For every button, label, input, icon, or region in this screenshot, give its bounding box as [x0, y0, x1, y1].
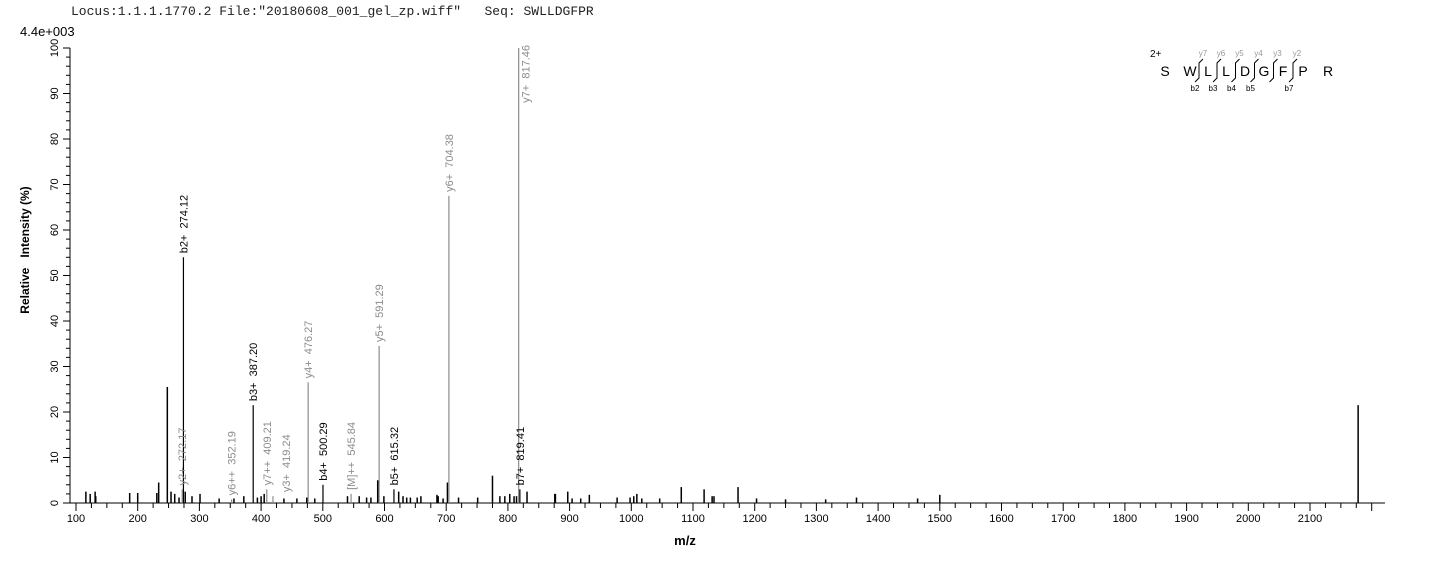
- x-tick-label: 1800: [1113, 513, 1137, 525]
- y-tick-label: 100: [49, 39, 61, 57]
- spectrum-header: Locus:1.1.1.1770.2 File:"20180608_001_ge…: [71, 4, 594, 19]
- b-ion-label: b2: [1191, 84, 1200, 93]
- x-tick-label: 1200: [742, 513, 766, 525]
- sequence-label: Seq: SWLLDGFPR: [484, 4, 594, 19]
- cleavage-mark: [1269, 58, 1278, 83]
- y-ion-label: y5: [1235, 49, 1244, 58]
- peak-label: y7+ 817.46: [521, 45, 533, 103]
- axes: 0 10 20 30 40 50 60 70 80 90 100 100 200 300 400 500 600…: [49, 39, 1385, 525]
- x-tick-label: 1500: [928, 513, 952, 525]
- x-tick-label: 1700: [1051, 513, 1075, 525]
- b-ion-label: b7: [1285, 84, 1294, 93]
- x-tick-label: 100: [67, 513, 85, 525]
- peak-labels: y2+ 272.17 b2+ 274.12 y6++ 352.19 b3+ 387.2…: [177, 45, 532, 495]
- peak-label: b4+ 500.29: [318, 422, 330, 480]
- b-ion-label: b3: [1209, 84, 1218, 93]
- peak-label: y2+ 272.17: [177, 428, 189, 486]
- residue: L: [1222, 63, 1230, 79]
- residue: R: [1323, 63, 1333, 79]
- peak-label: y7++ 409.21: [262, 421, 274, 485]
- residue: L: [1204, 63, 1212, 79]
- y-ion-label: y6: [1217, 49, 1226, 58]
- peak-label: y3+ 419.24: [281, 434, 293, 492]
- y-tick-label: 20: [49, 406, 61, 418]
- residue: S: [1160, 63, 1169, 79]
- residue: P: [1298, 63, 1307, 79]
- peak-label: y4+ 476.27: [303, 321, 315, 379]
- cleavage-mark: [1288, 58, 1298, 83]
- y-tick-label: 50: [49, 269, 61, 281]
- x-tick-label: 1300: [804, 513, 828, 525]
- peak-label: b2+ 274.12: [178, 195, 190, 253]
- peak-label: [M]++ 545.84: [346, 422, 358, 490]
- x-tick-label: 2000: [1236, 513, 1260, 525]
- cleavage-mark: [1212, 58, 1222, 83]
- cleavage-mark: [1194, 58, 1204, 83]
- y-ion-label: y3: [1273, 49, 1282, 58]
- x-axis-title: m/z: [674, 533, 696, 548]
- peak-label: b5+ 615.32: [389, 427, 401, 485]
- y-tick-label: 30: [49, 360, 61, 372]
- peak-label: y6++ 352.19: [227, 431, 239, 495]
- x-tick-label: 500: [314, 513, 332, 525]
- peak-label: y6+ 704.38: [444, 134, 456, 192]
- b-ion-label: b5: [1246, 84, 1255, 93]
- max-intensity-label: 4.4e+003: [20, 24, 75, 39]
- residue: G: [1259, 63, 1270, 79]
- y-axis-title: Relative Intensity (%): [18, 186, 32, 313]
- x-tick-label: 600: [375, 513, 393, 525]
- peaks: [85, 48, 1359, 503]
- y-tick-label: 60: [49, 224, 61, 236]
- x-tick-label: 1900: [1174, 513, 1198, 525]
- residue: F: [1279, 63, 1288, 79]
- file-label: File:"20180608_001_gel_zp.wiff": [219, 4, 462, 19]
- x-tick-label: 200: [129, 513, 147, 525]
- x-tick-label: 800: [499, 513, 517, 525]
- peak-label: y5+ 591.29: [374, 284, 386, 342]
- y-tick-label: 80: [49, 133, 61, 145]
- cleavage-mark: [1231, 58, 1240, 83]
- charge-label: 2+: [1150, 49, 1162, 60]
- y-tick-label: 70: [49, 178, 61, 190]
- cleavage-mark: [1250, 58, 1259, 83]
- y-ion-label: y2: [1293, 49, 1302, 58]
- residue: W: [1183, 63, 1197, 79]
- x-tick-label: 1100: [681, 513, 705, 525]
- x-tick-label: 2100: [1298, 513, 1322, 525]
- x-tick-label: 700: [437, 513, 455, 525]
- x-tick-label: 1400: [866, 513, 890, 525]
- y-tick-label: 40: [49, 315, 61, 327]
- y-tick-label: 0: [49, 500, 61, 506]
- y-tick-label: 90: [49, 87, 61, 99]
- y-tick-label: 10: [49, 451, 61, 463]
- y-ion-label: y4: [1254, 49, 1263, 58]
- x-tick-label: 900: [560, 513, 578, 525]
- x-tick-label: 400: [252, 513, 270, 525]
- x-tick-label: 300: [190, 513, 208, 525]
- locus-label: Locus:1.1.1.1770.2: [71, 4, 212, 19]
- peak-label: b7+ 819.41: [515, 427, 527, 485]
- x-tick-label: 1000: [619, 513, 643, 525]
- peak-label: b3+ 387.20: [248, 343, 260, 401]
- b-ion-label: b4: [1227, 84, 1236, 93]
- residue: D: [1240, 63, 1250, 79]
- x-tick-label: 1600: [989, 513, 1013, 525]
- y-ion-label: y7: [1199, 49, 1208, 58]
